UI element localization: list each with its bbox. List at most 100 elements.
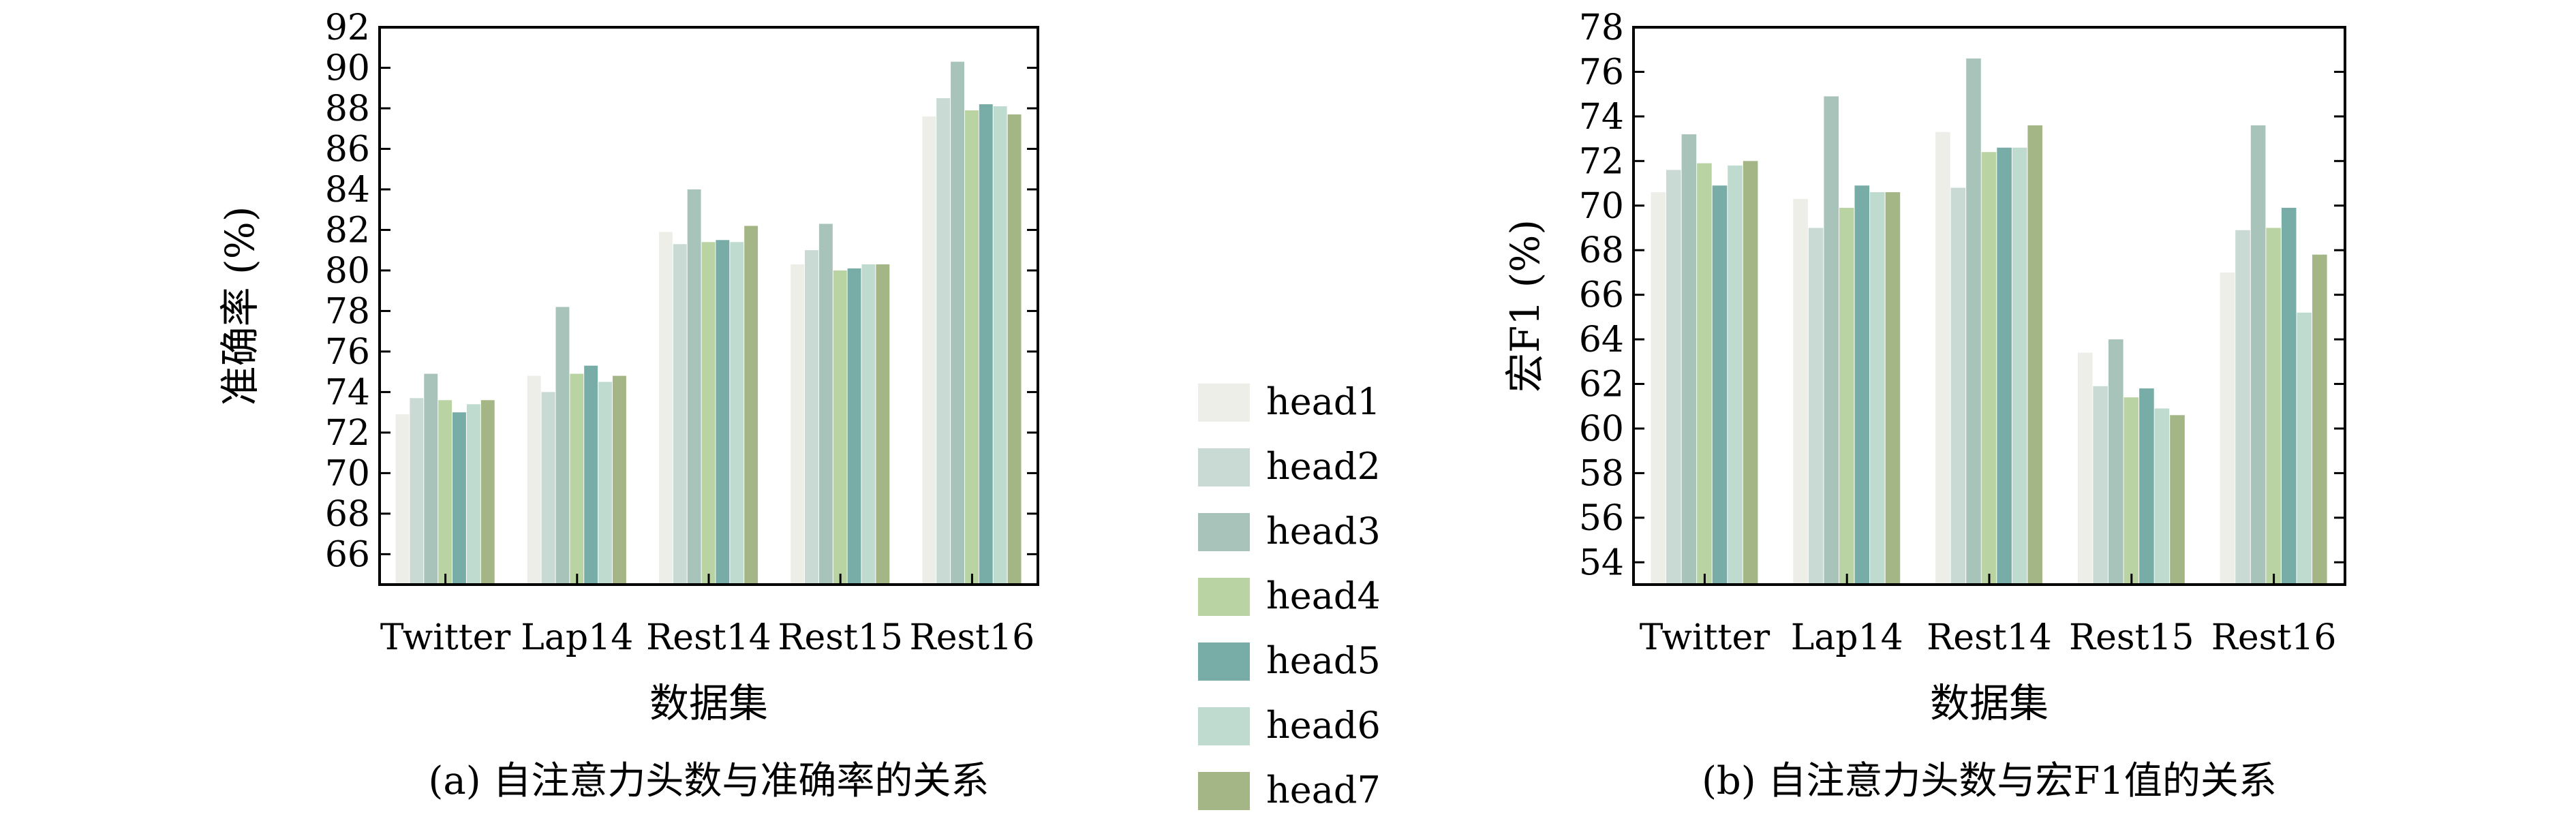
chart-a-ytick-label: 90 (325, 48, 370, 89)
chart-b-bar-head7-Lap14 (1885, 192, 1901, 585)
chart-b-bar-head2-Rest14 (1950, 187, 1966, 585)
chart-a-ytick-label: 66 (325, 534, 370, 575)
chart-b-ytick-label: 76 (1579, 52, 1624, 93)
legend-swatch-head4 (1198, 578, 1250, 616)
legend: head1 head2 head3 head4 head5 head6 head7 (1198, 380, 1381, 811)
legend-swatch-head6 (1198, 707, 1250, 745)
chart-b-ytick-label: 60 (1579, 409, 1624, 450)
chart-a-bar-head1-Lap14 (527, 375, 541, 585)
chart-b-bar-head7-Twitter (1743, 161, 1758, 585)
chart-b-bar-head6-Twitter (1728, 165, 1743, 585)
chart-b-bar-head4-Rest15 (2123, 397, 2139, 585)
chart-b-bar-head3-Rest15 (2109, 339, 2123, 585)
chart-b-bar-head4-Rest14 (1981, 152, 1997, 585)
chart-a-bar-head3-Rest16 (951, 61, 964, 585)
chart-b-bar-head6-Rest14 (2012, 147, 2027, 585)
chart-b-bar-head3-Twitter (1681, 134, 1697, 585)
chart-b-caption: (b) 自注意力头数与宏F1值的关系 (1702, 759, 2277, 803)
chart-a-bar-head5-Rest14 (716, 240, 730, 585)
chart-b-ytick-label: 68 (1579, 230, 1624, 271)
legend-swatch-head2 (1198, 448, 1250, 486)
chart-a-bar-head2-Twitter (410, 398, 424, 585)
chart-a-bar-head2-Lap14 (541, 392, 555, 585)
chart-b-bar-head7-Rest15 (2170, 415, 2185, 585)
chart-b-x-axis-title: 数据集 (1930, 680, 2049, 726)
chart-b-bar-head6-Rest16 (2297, 312, 2312, 585)
chart-a-ytick-label: 76 (325, 332, 370, 373)
chart-a-bar-head3-Rest15 (818, 223, 833, 585)
legend-label-head3: head3 (1266, 510, 1381, 553)
chart-a-xtick-label-Rest15: Rest15 (778, 617, 903, 658)
legend-label-head1: head1 (1266, 380, 1381, 423)
chart-b-bar-head5-Rest14 (1997, 147, 2012, 585)
chart-a-bar-head1-Rest16 (922, 116, 936, 585)
chart-b-bar-head1-Twitter (1651, 192, 1666, 585)
chart-b-bar-head5-Rest16 (2281, 208, 2297, 585)
chart-a-ytick-label: 72 (325, 413, 370, 454)
chart-a-y-axis-title: 准确率 (%) (217, 206, 263, 406)
chart-b-bar-head1-Rest14 (1935, 131, 1950, 585)
legend-label-head5: head5 (1266, 639, 1381, 682)
chart-a-bar-head4-Rest14 (701, 242, 716, 585)
chart-b-bar-head1-Rest16 (2220, 272, 2235, 585)
chart-b-bar-head2-Rest16 (2235, 230, 2250, 585)
chart-b-ytick-label: 72 (1579, 141, 1624, 182)
chart-a-ytick-label: 80 (325, 251, 370, 292)
chart-a-bar-head7-Twitter (480, 400, 495, 585)
chart-a-xtick-label-Lap14: Lap14 (521, 617, 633, 658)
chart-a-bar-head4-Lap14 (570, 373, 584, 585)
chart-b-xtick-label-Rest15: Rest15 (2069, 617, 2194, 658)
legend-swatch-head3 (1198, 513, 1250, 551)
chart-a-bar-head7-Lap14 (613, 375, 626, 585)
chart-a-xtick-label-Rest14: Rest14 (646, 617, 771, 658)
chart-a-bar-head2-Rest15 (805, 250, 818, 585)
legend-label-head6: head6 (1266, 704, 1381, 747)
chart-a-bar-head1-Rest15 (791, 264, 805, 585)
chart-a-bar-head3-Lap14 (555, 307, 570, 585)
chart-b-bar-head1-Rest15 (2077, 352, 2093, 585)
chart-b-ytick-label: 66 (1579, 275, 1624, 316)
chart-a-bar-head4-Rest16 (965, 110, 979, 585)
chart-b-ytick-label: 78 (1579, 7, 1624, 48)
chart-b-xtick-label-Lap14: Lap14 (1791, 617, 1903, 658)
legend-swatch-head1 (1198, 384, 1250, 422)
chart-b-ytick-label: 56 (1579, 498, 1624, 539)
chart-a-bar-head5-Lap14 (584, 365, 598, 585)
chart-a-xtick-label-Rest16: Rest16 (910, 617, 1035, 658)
chart-a-bar-head6-Rest14 (730, 242, 744, 585)
chart-a-ytick-label: 92 (325, 7, 370, 48)
chart-b-bar-head6-Lap14 (1870, 192, 1885, 585)
chart-b-bar-head6-Rest15 (2154, 408, 2170, 585)
chart-b-ytick-label: 62 (1579, 365, 1624, 405)
chart-b-xtick-label-Rest16: Rest16 (2211, 617, 2337, 658)
legend-label-head4: head4 (1266, 574, 1381, 617)
chart-b-bar-head5-Rest15 (2139, 388, 2154, 585)
chart-a-x-axis-title: 数据集 (649, 680, 768, 726)
chart-b-bar-head3-Rest14 (1966, 58, 1981, 585)
chart-a-bar-head5-Rest16 (979, 104, 993, 585)
chart-a-bar-head7-Rest15 (876, 264, 890, 585)
chart-a-bar-head7-Rest14 (744, 226, 758, 585)
legend-swatch-head7 (1198, 772, 1250, 810)
chart-a-bar-head2-Rest16 (936, 98, 951, 585)
chart-b-bar-head5-Lap14 (1854, 185, 1870, 585)
legend-label-head2: head2 (1266, 445, 1381, 488)
chart-a-bar-head3-Rest14 (687, 189, 701, 585)
legend-label-head7: head7 (1266, 769, 1381, 811)
chart-b-bar-head1-Lap14 (1793, 198, 1808, 585)
chart-a-bar-head6-Twitter (466, 404, 480, 585)
chart-a-bar-head6-Rest16 (993, 106, 1007, 585)
chart-b-bar-head5-Twitter (1712, 185, 1728, 585)
chart-a-bar-head7-Rest16 (1007, 114, 1022, 585)
chart-b-ytick-label: 70 (1579, 186, 1624, 227)
chart-a-bar-head6-Lap14 (598, 382, 612, 585)
chart-b-bar-head2-Rest15 (2093, 386, 2108, 585)
legend-swatch-head5 (1198, 642, 1250, 681)
chart-a-ytick-label: 84 (325, 170, 370, 211)
chart-a-ytick-label: 68 (325, 494, 370, 535)
chart-a-caption: (a) 自注意力头数与准确率的关系 (429, 759, 990, 803)
chart-b-xtick-label-Twitter: Twitter (1640, 617, 1770, 658)
chart-b-ytick-label: 64 (1579, 320, 1624, 360)
